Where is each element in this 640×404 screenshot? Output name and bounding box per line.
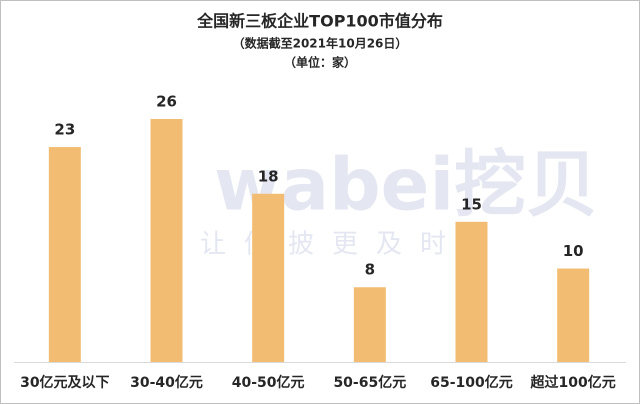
data-label: 23 bbox=[54, 121, 75, 139]
data-label: 18 bbox=[258, 167, 279, 185]
bar bbox=[48, 147, 81, 362]
bar bbox=[150, 119, 183, 362]
x-tick-label: 超过100亿元 bbox=[530, 374, 616, 391]
chart-subtitle: （数据截至2021年10月26日） bbox=[233, 36, 408, 51]
data-label: 10 bbox=[563, 242, 584, 260]
bar bbox=[557, 268, 590, 362]
bar bbox=[353, 287, 386, 362]
x-tick-label: 65-100亿元 bbox=[430, 374, 513, 391]
x-tick-label: 50-65亿元 bbox=[333, 374, 406, 391]
bar bbox=[455, 221, 488, 362]
data-label: 15 bbox=[461, 195, 482, 213]
watermark-slogan: 让信披更及时 bbox=[200, 230, 464, 260]
x-tick-label: 30亿元及以下 bbox=[20, 374, 109, 391]
data-label: 8 bbox=[365, 261, 375, 279]
x-tick-label: 40-50亿元 bbox=[232, 374, 305, 391]
chart-title: 全国新三板企业TOP100市值分布 bbox=[196, 12, 443, 31]
data-label: 26 bbox=[156, 93, 177, 111]
bar bbox=[252, 193, 285, 362]
x-tick-label: 30-40亿元 bbox=[130, 374, 203, 391]
unit-note: （单位：家） bbox=[284, 55, 356, 70]
